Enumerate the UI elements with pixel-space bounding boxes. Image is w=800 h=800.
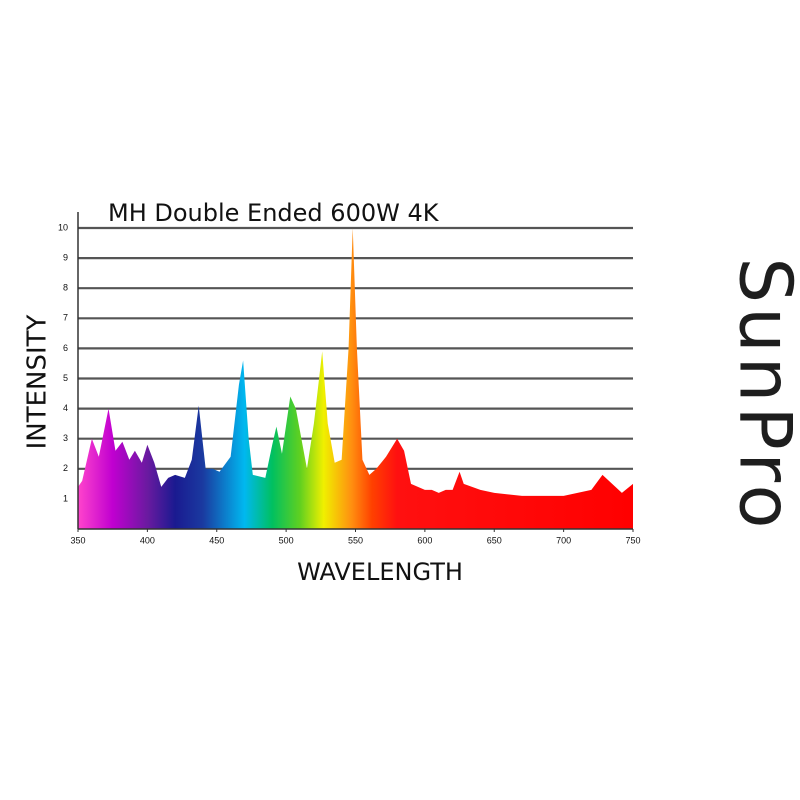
chart-title: MH Double Ended 600W 4K	[108, 199, 440, 227]
x-tick-label: 750	[625, 535, 640, 545]
x-tick-label: 650	[487, 535, 502, 545]
x-tick-label: 550	[348, 535, 363, 545]
spectrum-area	[78, 228, 633, 529]
y-axis-label: INTENSITY	[23, 314, 53, 449]
x-tick-label: 700	[556, 535, 571, 545]
x-tick-label: 600	[417, 535, 432, 545]
y-tick-label: 1	[63, 493, 68, 503]
x-tick-label: 400	[140, 535, 155, 545]
y-tick-label: 6	[63, 343, 68, 353]
x-tick-label: 350	[70, 535, 85, 545]
y-tick-label: 10	[58, 222, 68, 232]
x-tick-label: 450	[209, 535, 224, 545]
brand-logo: SunPro	[723, 257, 800, 532]
y-tick-label: 4	[63, 403, 68, 413]
x-tick-label: 500	[279, 535, 294, 545]
y-tick-label: 9	[63, 252, 68, 262]
x-axis-label: WAVELENGTH	[297, 558, 463, 586]
y-tick-label: 8	[63, 283, 68, 293]
y-tick-label: 7	[63, 313, 68, 323]
y-tick-label: 2	[63, 463, 68, 473]
y-tick-label: 3	[63, 433, 68, 443]
y-tick-label: 5	[63, 373, 68, 383]
